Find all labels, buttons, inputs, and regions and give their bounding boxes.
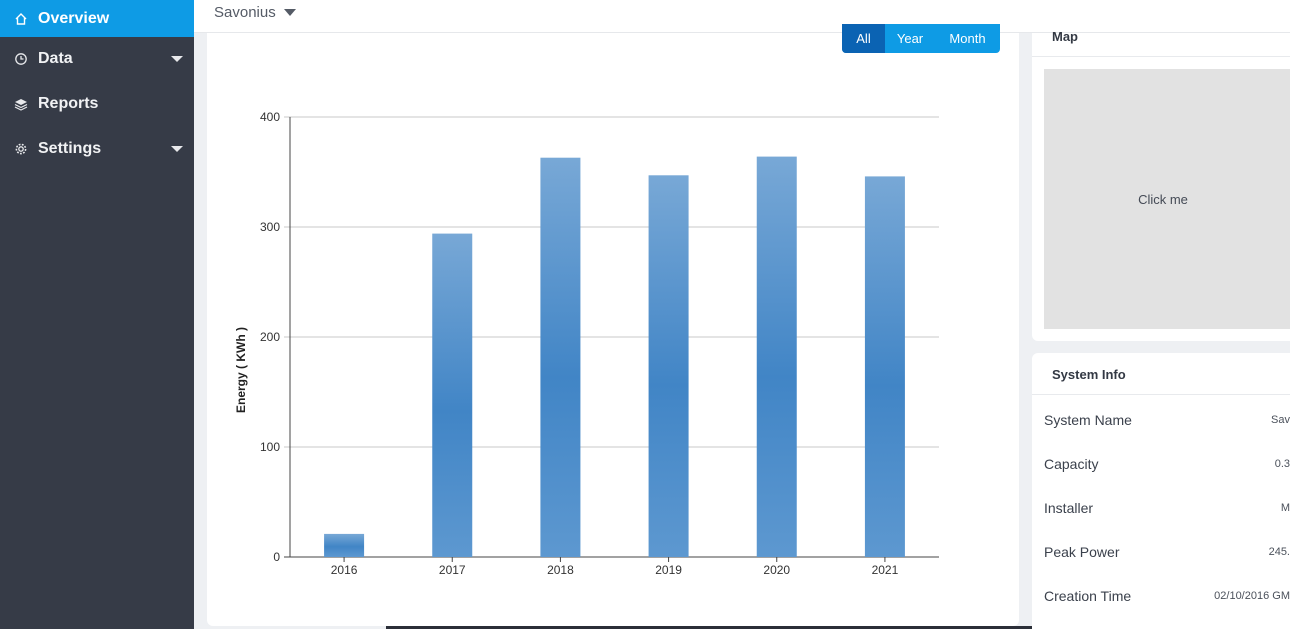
chevron-down-icon — [171, 55, 183, 62]
info-label: System Name — [1044, 412, 1132, 428]
gear-icon — [14, 142, 28, 156]
x-tick-label: 2021 — [872, 563, 899, 577]
info-value: 02/10/2016 GM — [1214, 590, 1290, 602]
info-row-creation-time: Creation Time 02/10/2016 GM — [1044, 574, 1290, 618]
system-select[interactable]: Savonius — [214, 4, 296, 21]
sidebar-item-label: Overview — [38, 9, 110, 27]
info-row-system-name: System Name Sav — [1044, 398, 1290, 442]
info-label: Installer — [1044, 500, 1094, 516]
info-row-capacity: Capacity 0.3 — [1044, 442, 1290, 486]
x-tick-label: 2018 — [547, 563, 574, 577]
system-info-card: System Info System Name Sav Capacity 0.3… — [1032, 353, 1290, 629]
bar-2016[interactable] — [324, 533, 365, 557]
system-select-value: Savonius — [214, 4, 276, 21]
chevron-down-icon — [171, 145, 183, 152]
map-card-title: Map — [1052, 29, 1078, 44]
info-label: Capacity — [1044, 456, 1099, 472]
bottom-scrollbar — [386, 626, 1032, 629]
map-click-label: Click me — [1138, 191, 1188, 207]
home-icon — [14, 12, 28, 26]
info-value: 245. — [1268, 546, 1290, 558]
x-tick-label: 2017 — [439, 563, 466, 577]
info-label: Creation Time — [1044, 588, 1132, 604]
info-row-peak-power: Peak Power 245. — [1044, 530, 1290, 574]
map-card: Map Click me — [1032, 29, 1290, 341]
y-tick-label: 0 — [273, 550, 280, 564]
energy-chart-panel: All Year Month 0 100 200 300 400 2016 2017 2018… — [207, 24, 1019, 626]
y-axis-label: Energy ( KWh ) — [234, 327, 248, 413]
bar-2020[interactable] — [756, 156, 797, 557]
sidebar-item-reports[interactable]: Reports — [0, 85, 194, 122]
bar-2021[interactable] — [864, 176, 905, 557]
y-tick-label: 200 — [260, 330, 280, 344]
y-tick-label: 100 — [260, 440, 280, 454]
y-tick-label: 300 — [260, 220, 280, 234]
info-value: Sav — [1271, 414, 1290, 426]
info-row-installer: Installer M — [1044, 486, 1290, 530]
energy-bar-chart: 0 100 200 300 400 2016 2017 2018 2019 2020 2021 En… — [234, 110, 939, 577]
x-tick-label: 2020 — [763, 563, 790, 577]
sidebar-item-label: Reports — [38, 94, 99, 112]
y-tick-label: 400 — [260, 110, 280, 124]
range-year-button[interactable]: Year — [896, 31, 924, 46]
top-bar: Savonius — [194, 0, 1290, 33]
info-label: Peak Power — [1044, 544, 1120, 560]
info-value: 0.3 — [1274, 458, 1290, 470]
sidebar-item-label: Data — [38, 49, 73, 67]
bar-2018[interactable] — [540, 157, 581, 557]
range-month-button[interactable]: Month — [949, 31, 986, 46]
system-info-title: System Info — [1052, 367, 1126, 382]
range-all-button[interactable]: All — [842, 24, 885, 53]
bar-2019[interactable] — [648, 175, 689, 558]
sidebar-item-settings[interactable]: Settings — [0, 130, 194, 167]
sidebar: Overview Data Reports Settings — [0, 0, 194, 629]
info-value: M — [1280, 502, 1290, 514]
clock-icon — [14, 52, 28, 66]
range-toggle: All Year Month — [842, 24, 1000, 53]
divider — [1032, 56, 1290, 57]
map-placeholder[interactable]: Click me — [1044, 69, 1290, 329]
divider — [1032, 394, 1290, 395]
bar-2017[interactable] — [432, 233, 473, 557]
sidebar-item-label: Settings — [38, 139, 102, 157]
x-tick-label: 2019 — [655, 563, 682, 577]
sidebar-item-data[interactable]: Data — [0, 40, 194, 77]
x-tick-label: 2016 — [331, 563, 358, 577]
layers-icon — [14, 97, 28, 111]
chevron-down-icon — [283, 9, 296, 16]
sidebar-item-overview[interactable]: Overview — [0, 0, 194, 37]
